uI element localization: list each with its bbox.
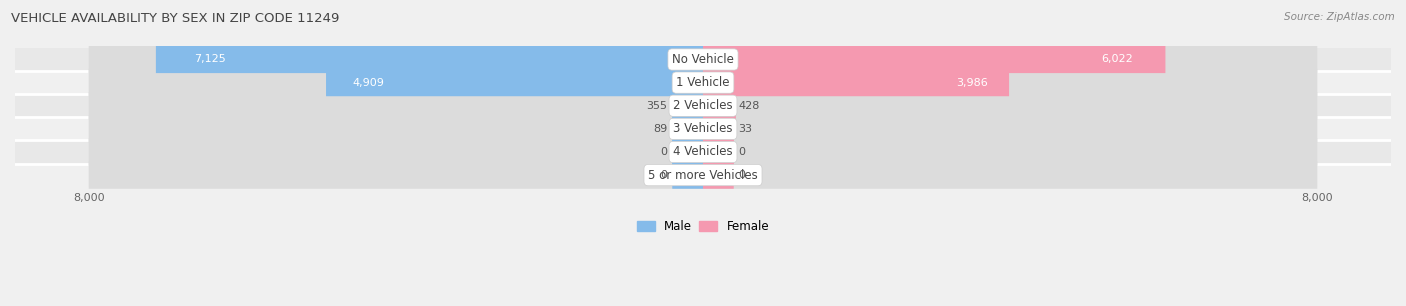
FancyBboxPatch shape [703, 92, 1317, 119]
Text: 3,986: 3,986 [956, 78, 987, 88]
FancyBboxPatch shape [672, 138, 703, 166]
Text: 7,125: 7,125 [194, 54, 226, 65]
FancyBboxPatch shape [703, 46, 1166, 73]
Text: 2 Vehicles: 2 Vehicles [673, 99, 733, 112]
Text: 33: 33 [738, 124, 752, 134]
FancyBboxPatch shape [703, 138, 1317, 166]
Text: 6,022: 6,022 [1101, 54, 1133, 65]
Text: 5 or more Vehicles: 5 or more Vehicles [648, 169, 758, 182]
Text: 89: 89 [654, 124, 668, 134]
Text: 428: 428 [738, 101, 759, 111]
FancyBboxPatch shape [703, 46, 1317, 73]
Text: 1 Vehicle: 1 Vehicle [676, 76, 730, 89]
Text: VEHICLE AVAILABILITY BY SEX IN ZIP CODE 11249: VEHICLE AVAILABILITY BY SEX IN ZIP CODE … [11, 12, 340, 25]
FancyBboxPatch shape [89, 69, 703, 96]
FancyBboxPatch shape [703, 115, 734, 143]
Text: 355: 355 [647, 101, 668, 111]
Text: 0: 0 [738, 170, 745, 180]
Bar [15, 94, 1391, 117]
FancyBboxPatch shape [703, 115, 1317, 143]
FancyBboxPatch shape [89, 115, 703, 143]
Bar [15, 71, 1391, 94]
Text: Source: ZipAtlas.com: Source: ZipAtlas.com [1284, 12, 1395, 22]
FancyBboxPatch shape [672, 162, 703, 189]
Text: 4 Vehicles: 4 Vehicles [673, 145, 733, 159]
FancyBboxPatch shape [326, 69, 703, 96]
FancyBboxPatch shape [89, 138, 703, 166]
Text: 3 Vehicles: 3 Vehicles [673, 122, 733, 135]
Text: 4,909: 4,909 [353, 78, 384, 88]
FancyBboxPatch shape [703, 92, 735, 119]
Text: 0: 0 [738, 147, 745, 157]
FancyBboxPatch shape [703, 69, 1317, 96]
FancyBboxPatch shape [672, 92, 703, 119]
FancyBboxPatch shape [672, 115, 703, 143]
Bar [15, 48, 1391, 71]
FancyBboxPatch shape [89, 46, 703, 73]
FancyBboxPatch shape [89, 92, 703, 119]
FancyBboxPatch shape [703, 69, 1010, 96]
FancyBboxPatch shape [703, 162, 1317, 189]
Text: No Vehicle: No Vehicle [672, 53, 734, 66]
Text: 0: 0 [661, 170, 668, 180]
FancyBboxPatch shape [156, 46, 703, 73]
Legend: Male, Female: Male, Female [633, 215, 773, 237]
Bar [15, 164, 1391, 187]
FancyBboxPatch shape [703, 138, 734, 166]
FancyBboxPatch shape [703, 162, 734, 189]
FancyBboxPatch shape [89, 162, 703, 189]
Bar [15, 117, 1391, 140]
Bar [15, 140, 1391, 164]
Text: 0: 0 [661, 147, 668, 157]
